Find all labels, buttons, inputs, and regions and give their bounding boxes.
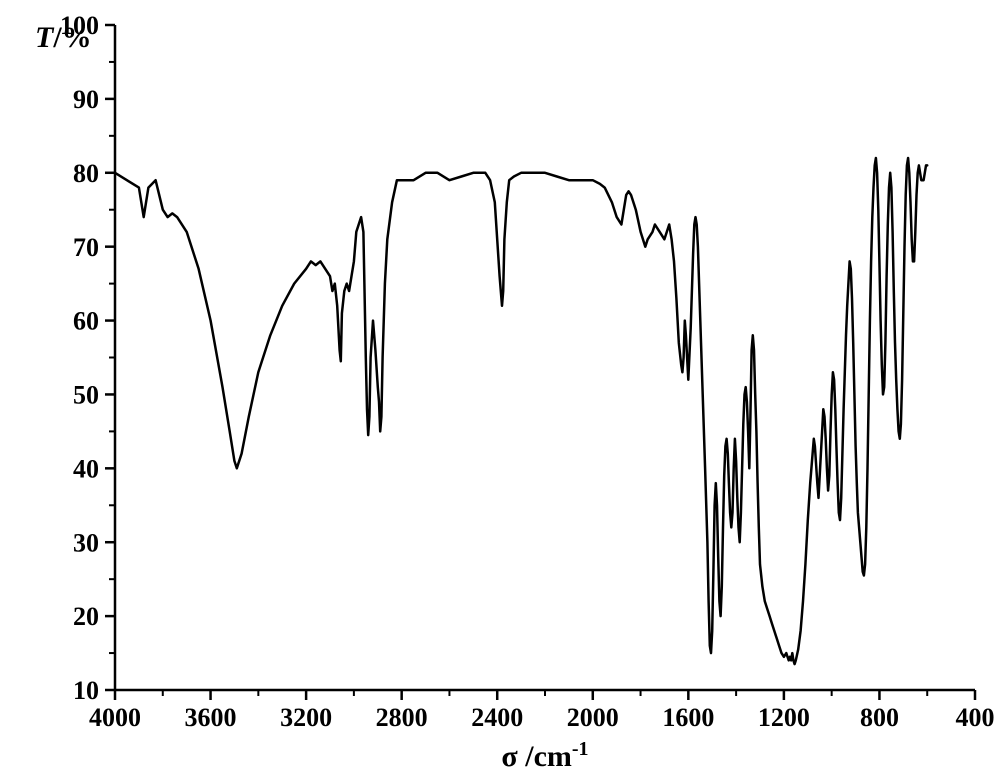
svg-text:70: 70 xyxy=(73,233,99,262)
svg-text:30: 30 xyxy=(73,528,99,557)
svg-text:2400: 2400 xyxy=(471,703,523,732)
svg-text:4000: 4000 xyxy=(89,703,141,732)
svg-text:800: 800 xyxy=(860,703,899,732)
svg-text:400: 400 xyxy=(956,703,995,732)
svg-text:80: 80 xyxy=(73,159,99,188)
chart-svg: 4000 3600 3200 2800 2400 2000 1600 1200 800 400 10… xyxy=(0,0,1000,775)
svg-text:2000: 2000 xyxy=(567,703,619,732)
svg-text:1600: 1600 xyxy=(662,703,714,732)
svg-text:3600: 3600 xyxy=(185,703,237,732)
svg-text:50: 50 xyxy=(73,381,99,410)
svg-text:2800: 2800 xyxy=(376,703,428,732)
svg-text:10: 10 xyxy=(73,676,99,705)
svg-text:40: 40 xyxy=(73,454,99,483)
svg-text:60: 60 xyxy=(73,307,99,336)
svg-text:1200: 1200 xyxy=(758,703,810,732)
ir-spectrum-chart: 4000 3600 3200 2800 2400 2000 1600 1200 800 400 10… xyxy=(0,0,1000,775)
svg-text:T/%: T/% xyxy=(35,21,92,54)
svg-text:90: 90 xyxy=(73,85,99,114)
svg-text:3200: 3200 xyxy=(280,703,332,732)
svg-text:20: 20 xyxy=(73,602,99,631)
